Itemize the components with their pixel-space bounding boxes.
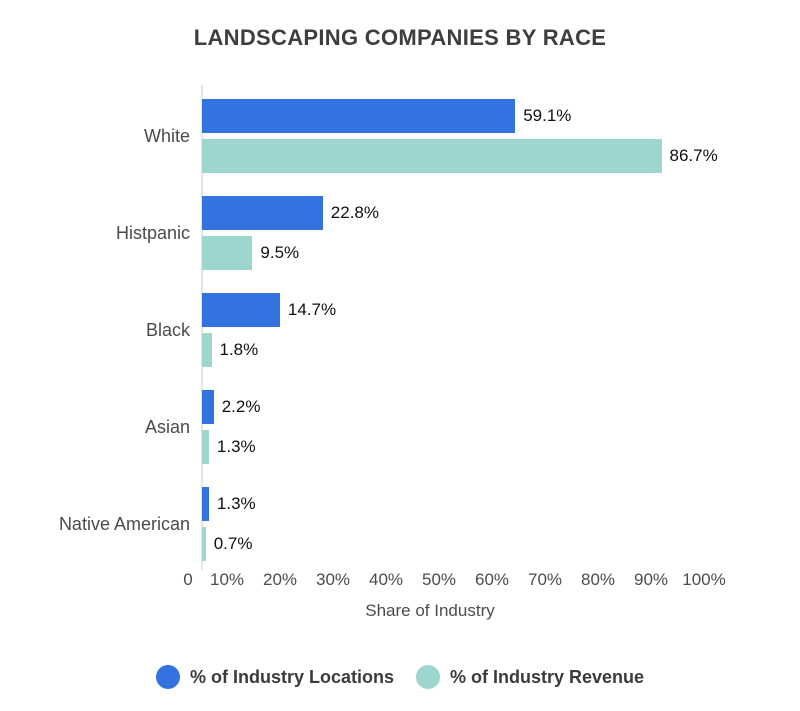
locations-bar-black [202, 293, 280, 327]
revenue-bar-white [202, 139, 662, 173]
category-label-native-american: Native American [58, 514, 190, 534]
x-tick-label-0: 0 [183, 570, 193, 589]
locations-value-label-white: 59.1% [523, 106, 572, 125]
y-axis-line [201, 85, 203, 570]
x-tick-label-10: 10% [209, 570, 245, 589]
locations-value-label-native-american: 1.3% [216, 494, 256, 513]
revenue-value-label-white: 86.7% [669, 146, 718, 165]
plot-area: White 59.1% 86.7% Histpanic 22.8% 9.5% Black 14… [0, 85, 800, 570]
revenue-value-label-histpanic: 9.5% [260, 243, 300, 262]
revenue-bar-black [202, 333, 212, 367]
x-tick-label-90: 90% [633, 570, 669, 589]
x-tick-label-50: 50% [421, 570, 457, 589]
category-label-white: White [143, 126, 190, 146]
locations-bar-asian [202, 390, 214, 424]
category-label-black: Black [145, 320, 190, 340]
x-tick-label-20: 20% [262, 570, 298, 589]
locations-value-label-black: 14.7% [287, 300, 337, 319]
locations-bar-histpanic [202, 196, 323, 230]
x-tick-label-30: 30% [315, 570, 351, 589]
x-tick-label-40: 40% [368, 570, 404, 589]
legend-item-locations: % of Industry Locations [155, 665, 394, 689]
locations-bar-white [202, 99, 516, 133]
legend: % of Industry Locations % of Industry Rev… [0, 665, 800, 689]
legend-dot-revenue-icon [415, 665, 440, 689]
revenue-value-label-black: 1.8% [219, 340, 259, 359]
legend-dot-locations-icon [155, 665, 180, 689]
chart-title: LANDSCAPING COMPANIES BY RACE [193, 25, 607, 50]
x-tick-label-80: 80% [580, 570, 616, 589]
revenue-bar-native-american [202, 527, 206, 561]
x-axis-title: Share of Industry [365, 601, 495, 620]
legend-label-revenue: % of Industry Revenue [449, 666, 645, 687]
x-tick-label-100: 100% [682, 570, 726, 589]
locations-value-label-asian: 2.2% [221, 397, 261, 416]
locations-bar-native-american [202, 487, 209, 521]
revenue-value-label-asian: 1.3% [216, 437, 256, 456]
revenue-bar-histpanic [202, 236, 253, 270]
locations-value-label-histpanic: 22.8% [330, 203, 379, 222]
category-label-asian: Asian [144, 417, 190, 437]
legend-label-locations: % of Industry Locations [189, 666, 394, 687]
category-label-histpanic: Histpanic [115, 223, 190, 243]
x-tick-label-60: 60% [474, 570, 510, 589]
revenue-bar-asian [202, 430, 209, 464]
revenue-value-label-native-american: 0.7% [213, 534, 253, 553]
legend-item-revenue: % of Industry Revenue [415, 665, 645, 689]
x-tick-label-70: 70% [527, 570, 563, 589]
